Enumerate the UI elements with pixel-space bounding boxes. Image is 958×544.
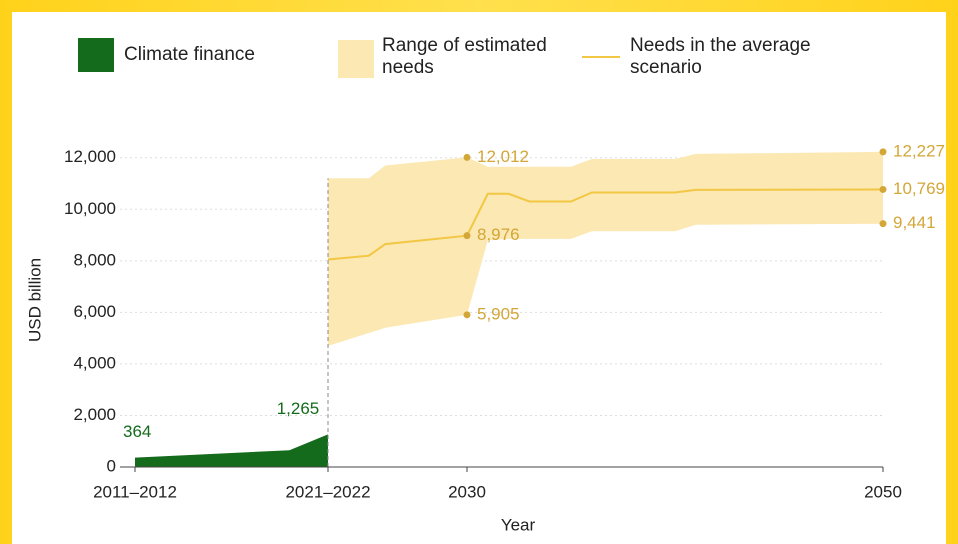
y-tick-label: 4,000	[73, 353, 116, 372]
x-tick-label: 2011–2012	[93, 482, 177, 501]
x-tick-label: 2021–2022	[285, 482, 370, 501]
y-tick-label: 0	[107, 456, 116, 475]
point	[463, 153, 471, 161]
point	[879, 185, 887, 193]
legend-swatch	[582, 56, 620, 58]
x-axis-title: Year	[501, 515, 536, 534]
legend-swatch	[338, 40, 374, 78]
point	[879, 148, 887, 156]
finance-area	[135, 434, 328, 467]
data-label: 1,265	[277, 399, 320, 418]
y-tick-label: 8,000	[73, 250, 116, 269]
x-tick-label: 2050	[864, 482, 902, 501]
point	[463, 311, 471, 319]
point	[463, 232, 471, 240]
point	[879, 220, 887, 228]
y-tick-label: 10,000	[64, 199, 116, 218]
data-label: 12,227	[893, 141, 945, 160]
needs-line	[327, 188, 884, 261]
legend-label: Needs in the average scenario	[630, 35, 811, 78]
data-label: 10,769	[893, 179, 945, 198]
data-label: 8,976	[477, 225, 520, 244]
y-tick-label: 12,000	[64, 147, 116, 166]
y-tick-label: 6,000	[73, 302, 116, 321]
legend-swatch	[78, 38, 114, 72]
needs-range	[328, 151, 883, 346]
legend-label: Climate finance	[124, 44, 255, 65]
data-label: 5,905	[477, 304, 520, 323]
legend-label: Range of estimated needs	[382, 35, 547, 78]
y-tick-label: 2,000	[73, 405, 116, 424]
data-label: 12,012	[477, 147, 529, 166]
y-axis-title: USD billion	[25, 258, 44, 342]
data-label: 9,441	[893, 213, 936, 232]
x-tick-label: 2030	[448, 482, 486, 501]
panel	[12, 12, 946, 544]
data-label: 364	[123, 422, 151, 441]
